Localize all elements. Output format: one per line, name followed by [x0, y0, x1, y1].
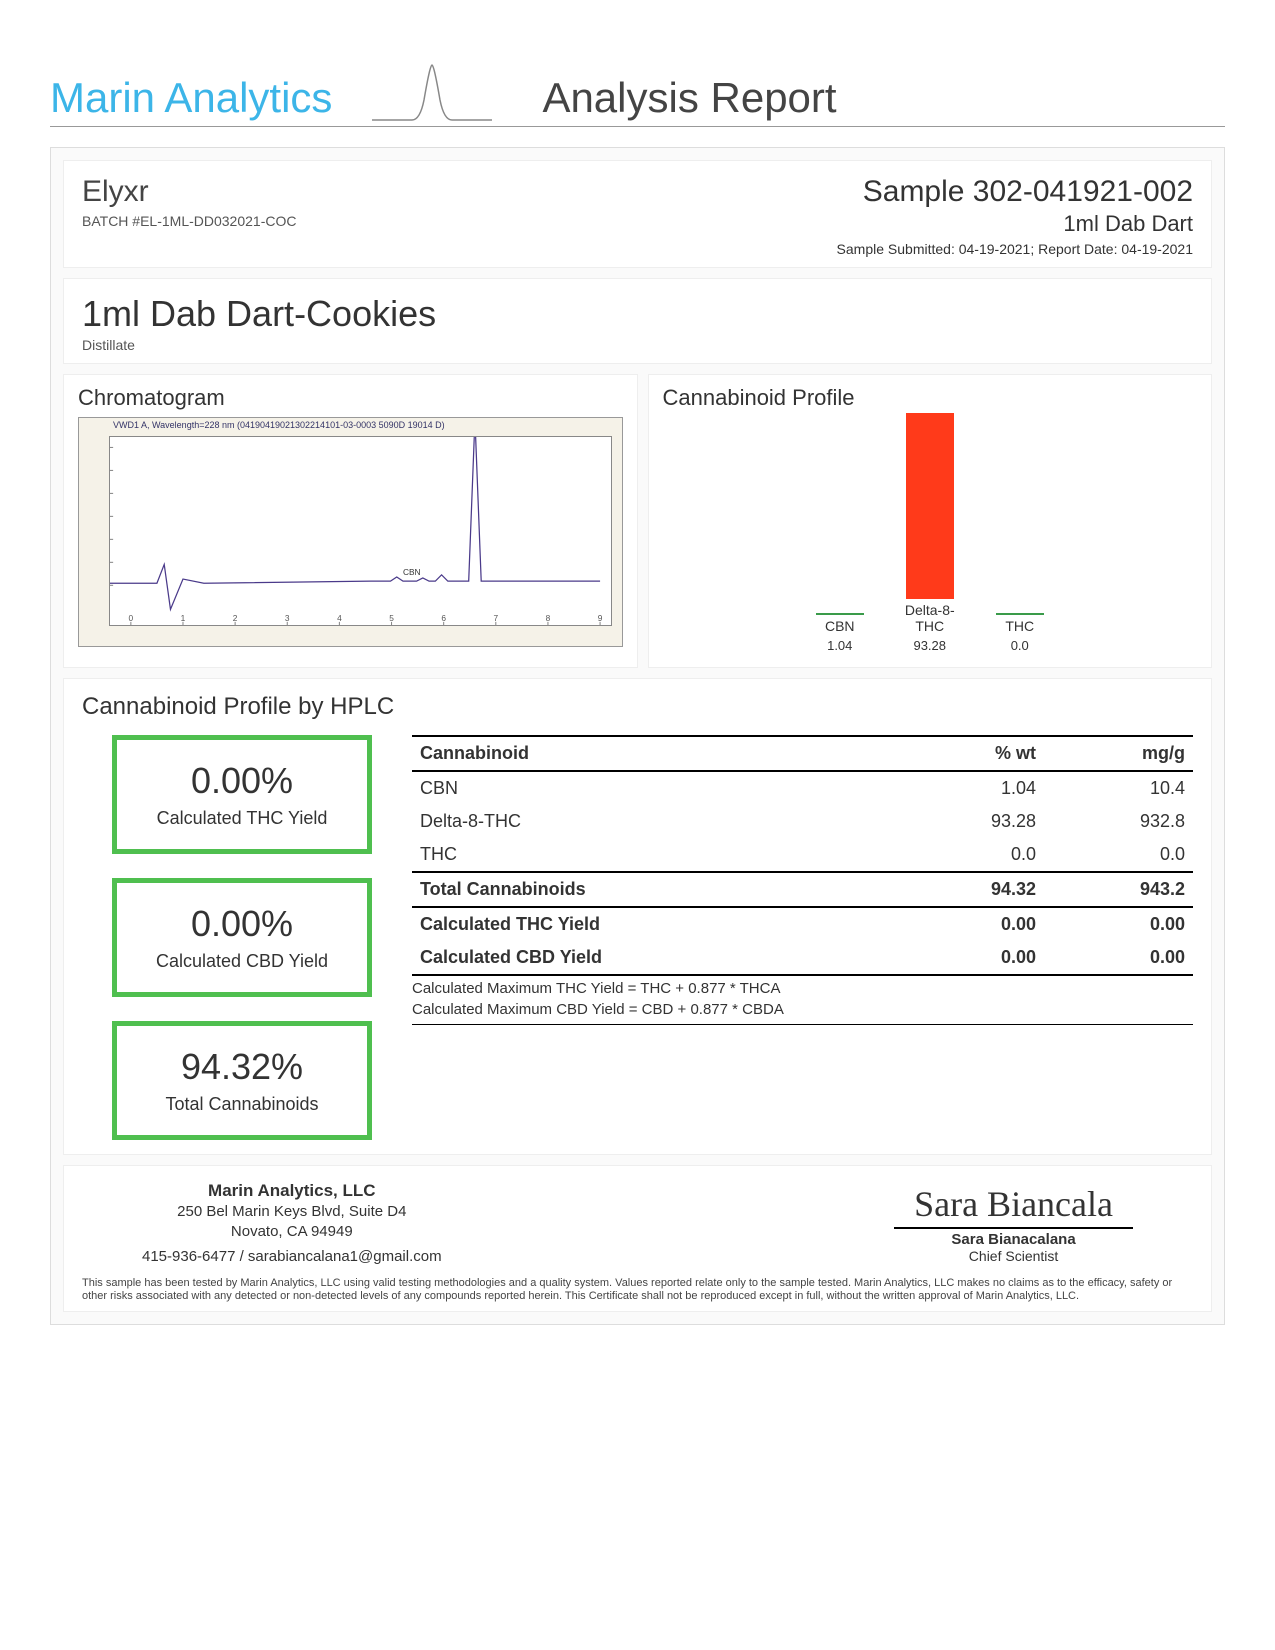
hplc-section: Cannabinoid Profile by HPLC 0.00% Calcula… [63, 678, 1212, 1155]
yield-boxes: 0.00% Calculated THC Yield 0.00% Calculated… [82, 735, 372, 1140]
table-row: Delta-8-THC93.28932.8 [412, 805, 1193, 838]
table-row: Calculated THC Yield0.000.00 [412, 907, 1193, 941]
svg-text:1: 1 [181, 613, 186, 623]
table-header: Cannabinoid [412, 736, 895, 771]
profile-panel: Cannabinoid Profile CBN 1.04 Delta-8-THC 93… [648, 374, 1213, 668]
bar-rect [906, 413, 954, 600]
yield-box: 94.32% Total Cannabinoids [112, 1021, 372, 1140]
main-panel: Elyxr BATCH #EL-1ML-DD032021-COC Sample … [50, 147, 1225, 1325]
svg-text:CBN: CBN [403, 567, 421, 577]
batch-number: BATCH #EL-1ML-DD032021-COC [82, 213, 296, 229]
signature-block: Sara Biancala Sara Bianacalana Chief Sci… [894, 1183, 1133, 1264]
chromatogram-header-text: VWD1 A, Wavelength=228 nm (0419041902130… [113, 420, 445, 430]
footer-contact: 415-936-6477 / sarabiancalana1@gmail.com [142, 1247, 442, 1267]
scientist-name: Sara Bianacalana [894, 1228, 1133, 1248]
table-row: THC0.00.0 [412, 838, 1193, 872]
profile-title: Cannabinoid Profile [663, 385, 1198, 411]
product-type: 1ml Dab Dart [837, 211, 1193, 237]
svg-text:7: 7 [493, 613, 498, 623]
peak-icon [372, 60, 492, 130]
yield-label: Calculated THC Yield [147, 808, 337, 829]
svg-text:9: 9 [598, 613, 603, 623]
svg-text:0: 0 [129, 613, 134, 623]
footer-company-name: Marin Analytics, LLC [142, 1180, 442, 1202]
cbd-formula: Calculated Maximum CBD Yield = CBD + 0.8… [412, 1001, 1193, 1018]
bar-label: CBN [825, 619, 855, 634]
scientist-title: Chief Scientist [894, 1248, 1133, 1264]
bar-rect [816, 613, 864, 615]
bar-value: 0.0 [1011, 638, 1029, 653]
profile-bar: THC 0.0 [990, 613, 1050, 653]
table-row: CBN1.0410.4 [412, 771, 1193, 805]
profile-bar: Delta-8-THC 93.28 [900, 413, 960, 653]
profile-bar-chart: CBN 1.04 Delta-8-THC 93.28 THC 0.0 [663, 417, 1198, 657]
yield-value: 0.00% [147, 903, 337, 945]
product-title: 1ml Dab Dart-Cookies [82, 293, 1193, 335]
bar-value: 93.28 [913, 638, 946, 653]
yield-label: Total Cannabinoids [147, 1094, 337, 1115]
profile-bar: CBN 1.04 [810, 613, 870, 653]
yield-value: 0.00% [147, 760, 337, 802]
bar-value: 1.04 [827, 638, 852, 653]
cannabinoid-table: Cannabinoid% wtmg/gCBN1.0410.4Delta-8-TH… [412, 735, 1193, 974]
disclaimer-text: This sample has been tested by Marin Ana… [82, 1277, 1193, 1303]
signature-image: Sara Biancala [894, 1183, 1133, 1228]
sample-header: Elyxr BATCH #EL-1ML-DD032021-COC Sample … [63, 160, 1212, 268]
table-row: Total Cannabinoids94.32943.2 [412, 872, 1193, 907]
chromatogram-title: Chromatogram [78, 385, 623, 411]
yield-value: 94.32% [147, 1046, 337, 1088]
hplc-title: Cannabinoid Profile by HPLC [82, 693, 1193, 721]
cannabinoid-table-area: Cannabinoid% wtmg/gCBN1.0410.4Delta-8-TH… [412, 735, 1193, 1140]
table-row: Calculated CBD Yield0.000.00 [412, 941, 1193, 974]
svg-text:3: 3 [285, 613, 290, 623]
yield-label: Calculated CBD Yield [147, 951, 337, 972]
svg-text:8: 8 [546, 613, 551, 623]
sample-id: Sample 302-041921-002 [837, 175, 1193, 209]
report-title: Analysis Report [542, 74, 1225, 122]
footer-address1: 250 Bel Marin Keys Blvd, Suite D4 [142, 1202, 442, 1222]
thc-formula: Calculated Maximum THC Yield = THC + 0.8… [412, 980, 1193, 997]
footer-address2: Novato, CA 94949 [142, 1222, 442, 1242]
yield-box: 0.00% Calculated CBD Yield [112, 878, 372, 997]
bar-label: THC [1005, 619, 1034, 634]
svg-text:5: 5 [389, 613, 394, 623]
client-name: Elyxr [82, 175, 296, 209]
yield-box: 0.00% Calculated THC Yield [112, 735, 372, 854]
product-subtitle: Distillate [82, 337, 1193, 353]
table-header: % wt [895, 736, 1044, 771]
product-title-box: 1ml Dab Dart-Cookies Distillate [63, 278, 1212, 364]
footer-box: Marin Analytics, LLC 250 Bel Marin Keys … [63, 1165, 1212, 1312]
bar-rect [996, 613, 1044, 615]
company-address-block: Marin Analytics, LLC 250 Bel Marin Keys … [142, 1180, 442, 1267]
chromatogram-panel: Chromatogram VWD1 A, Wavelength=228 nm (… [63, 374, 638, 668]
bar-label: Delta-8-THC [900, 603, 960, 634]
svg-text:6: 6 [441, 613, 446, 623]
sample-dates: Sample Submitted: 04-19-2021; Report Dat… [837, 241, 1193, 257]
page-header: Marin Analytics Analysis Report [50, 60, 1225, 127]
company-name: Marin Analytics [50, 74, 332, 122]
svg-text:2: 2 [233, 613, 238, 623]
chromatogram-chart: VWD1 A, Wavelength=228 nm (0419041902130… [78, 417, 623, 647]
svg-text:4: 4 [337, 613, 342, 623]
table-header: mg/g [1044, 736, 1193, 771]
